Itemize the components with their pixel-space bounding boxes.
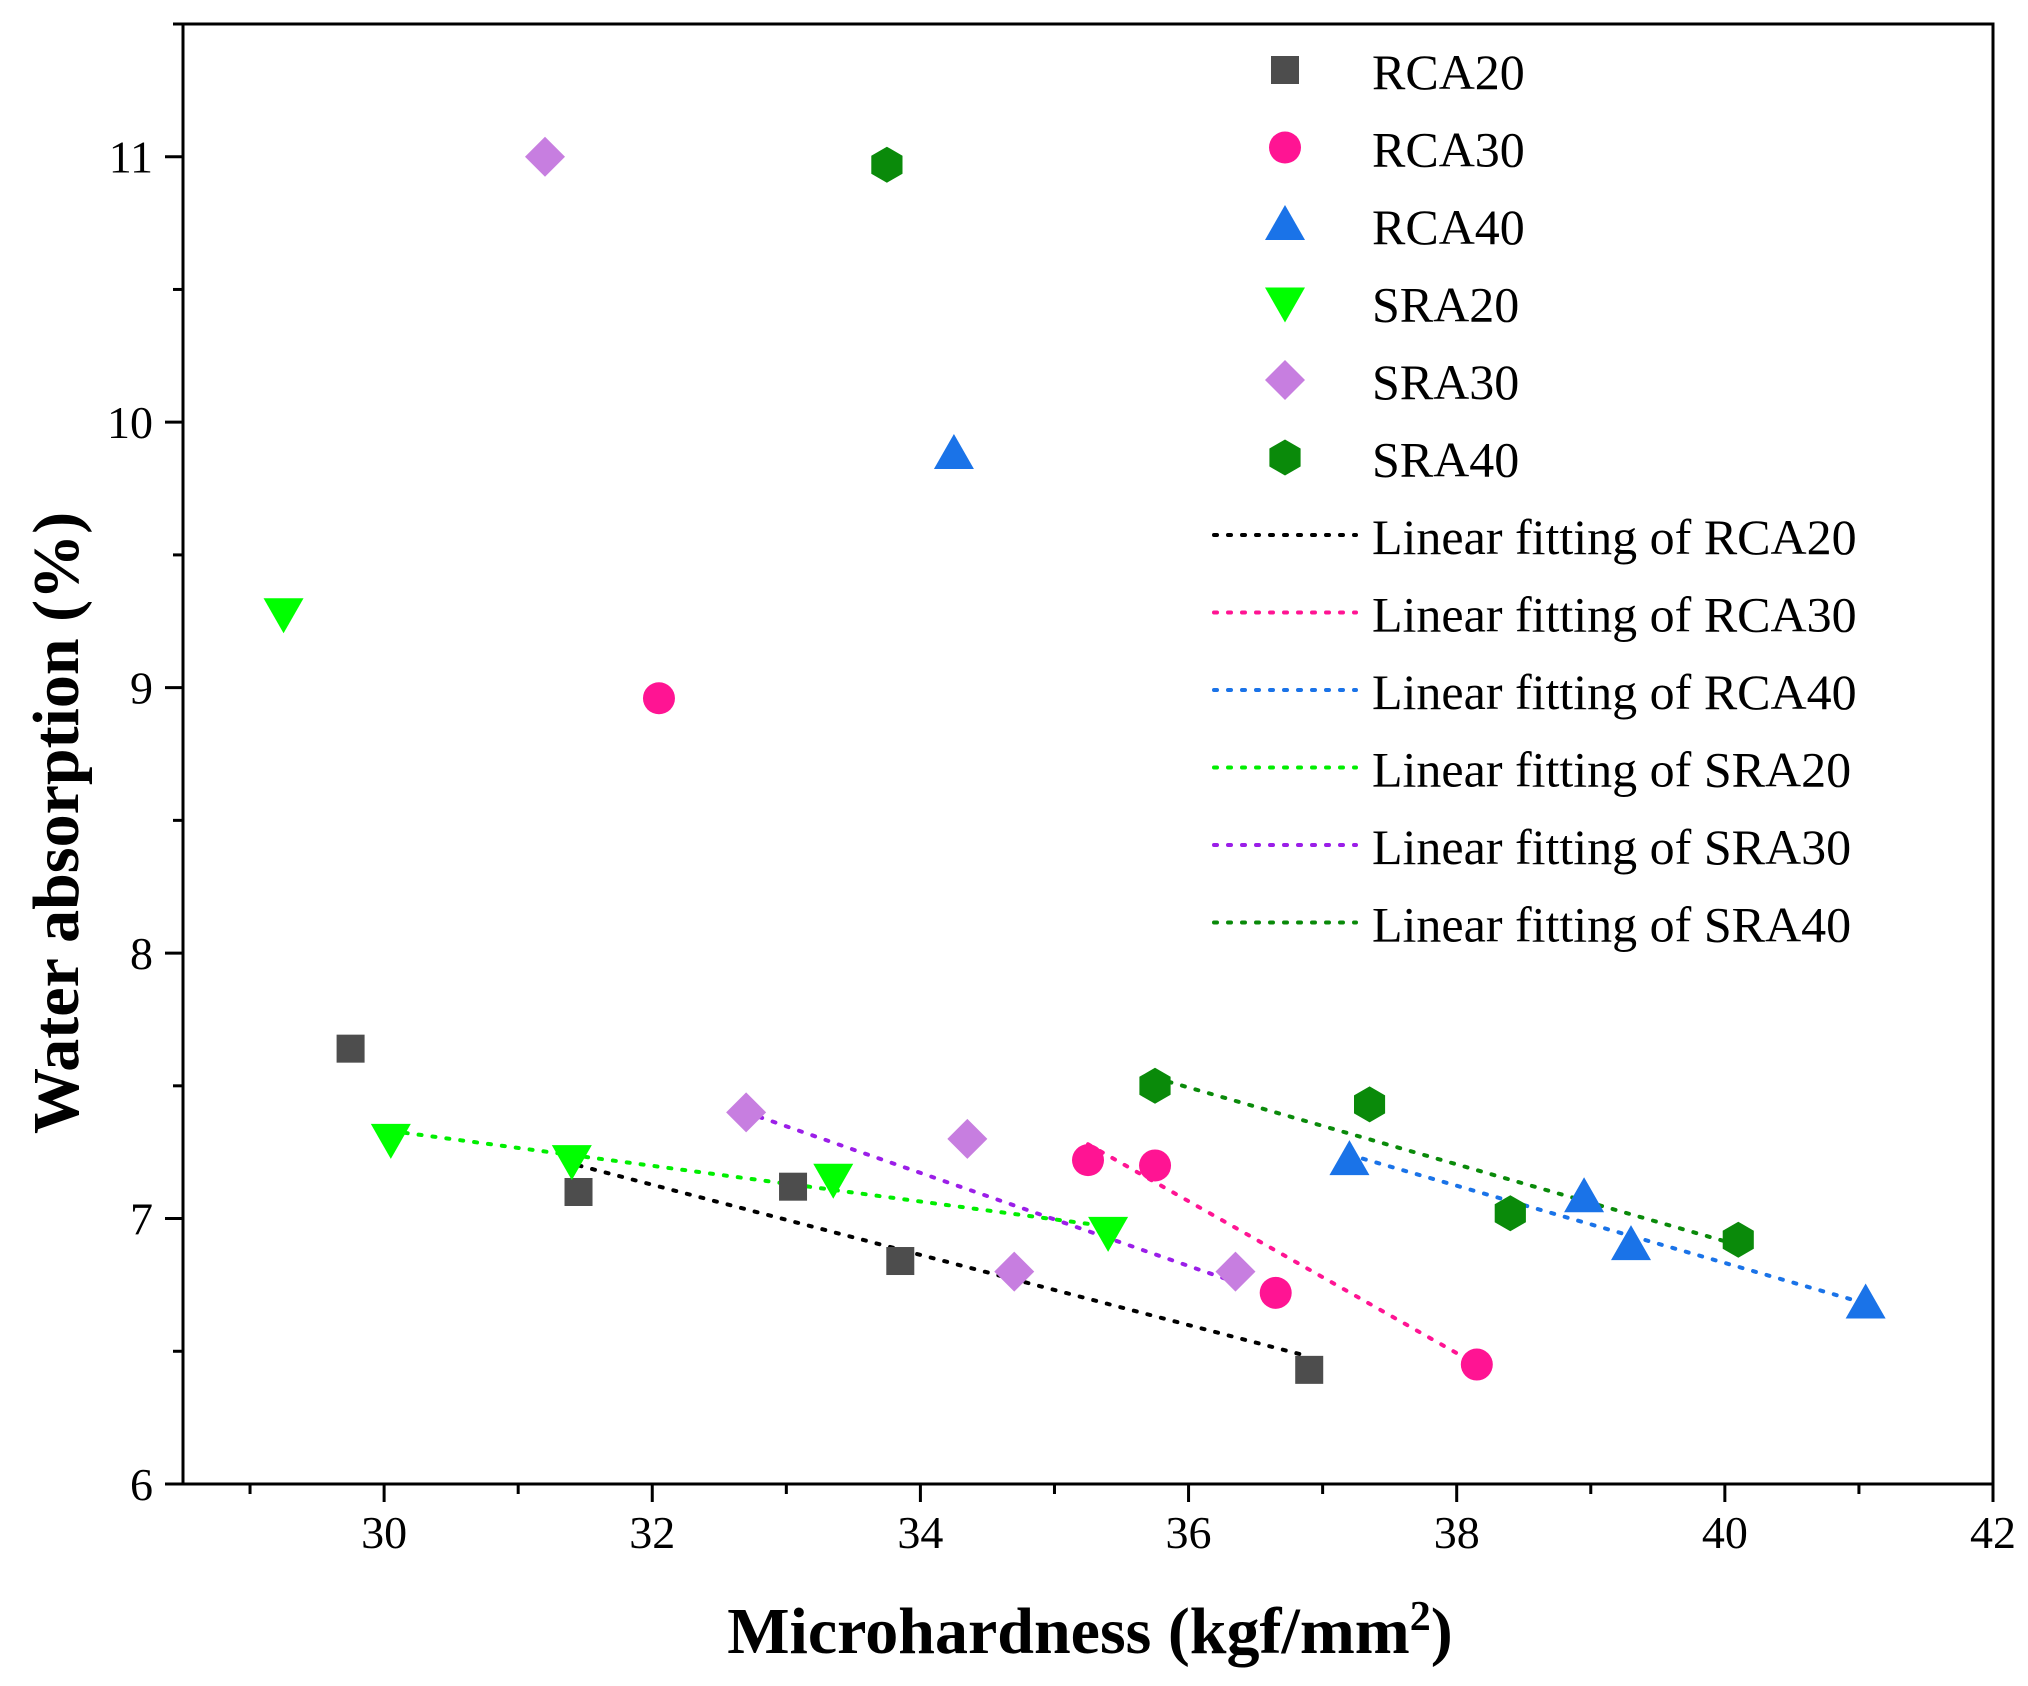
fit-line — [576, 1163, 1312, 1359]
data-point — [336, 1034, 365, 1063]
y-tick-label: 10 — [107, 397, 153, 448]
axis-ticks — [165, 22, 1995, 1502]
data-point — [726, 1092, 767, 1133]
legend: RCA20 RCA30 RCA40 SRA20 SRA30 SRA40 Linear fit… — [1212, 44, 1857, 953]
fit-line — [1153, 1075, 1741, 1248]
x-axis-title: Microhardness (kgf/mm2) — [727, 1594, 1453, 1668]
legend-label: Linear fitting of RCA20 — [1372, 509, 1857, 565]
y-tick-label: 6 — [130, 1459, 153, 1510]
legend-label: RCA20 — [1372, 44, 1525, 100]
data-point — [551, 1145, 592, 1181]
data-point — [1460, 1348, 1493, 1381]
data-point — [370, 1123, 411, 1159]
legend-marker — [1269, 439, 1301, 476]
legend-label: RCA40 — [1372, 199, 1525, 255]
y-tick-label: 9 — [130, 663, 153, 714]
x-tick-label: 32 — [629, 1507, 675, 1558]
data-point — [947, 1118, 988, 1159]
data-point — [886, 1247, 915, 1276]
fit-lines — [388, 1075, 1868, 1367]
legend-label: SRA20 — [1372, 277, 1519, 333]
data-point — [263, 598, 304, 634]
x-tick-label: 30 — [361, 1507, 407, 1558]
plot-frame — [181, 22, 1995, 1486]
data-point — [1215, 1251, 1256, 1292]
data-points — [263, 136, 1886, 1384]
data-point — [1139, 1149, 1172, 1182]
legend-marker — [1265, 360, 1305, 400]
data-point — [813, 1163, 854, 1199]
data-point — [525, 136, 565, 177]
x-tick-label: 36 — [1166, 1507, 1212, 1558]
data-point — [1354, 1086, 1386, 1123]
data-point — [1564, 1177, 1605, 1213]
x-tick-label: 34 — [897, 1507, 943, 1558]
legend-label: Linear fitting of SRA40 — [1372, 897, 1851, 953]
legend-label: SRA40 — [1372, 432, 1519, 488]
data-point — [1072, 1144, 1104, 1177]
fit-line — [388, 1128, 1111, 1229]
data-point — [871, 146, 903, 183]
x-tick-label: 38 — [1434, 1507, 1480, 1558]
data-point — [1722, 1221, 1754, 1258]
x-tick-label: 40 — [1702, 1507, 1748, 1558]
fit-line — [1347, 1152, 1868, 1306]
data-point — [1329, 1140, 1370, 1176]
legend-label: Linear fitting of RCA30 — [1372, 587, 1857, 643]
fit-line — [744, 1110, 1238, 1285]
data-point — [642, 682, 675, 715]
y-axis-title: Water absorption (%) — [20, 512, 93, 1134]
legend-marker — [1265, 205, 1305, 240]
data-point — [1494, 1195, 1526, 1232]
data-point — [994, 1251, 1035, 1292]
y-tick-label: 11 — [109, 132, 153, 183]
y-tick-labels: 6 7 8 9 10 11 — [107, 132, 153, 1510]
legend-label: RCA30 — [1372, 122, 1525, 178]
legend-marker — [1269, 131, 1301, 164]
legend-label: SRA30 — [1372, 354, 1519, 410]
data-point — [1139, 1067, 1171, 1104]
data-point — [779, 1172, 808, 1201]
legend-label: Linear fitting of SRA30 — [1372, 819, 1851, 875]
y-tick-label: 8 — [130, 928, 153, 979]
data-point — [1611, 1225, 1651, 1261]
legend-marker — [1265, 287, 1305, 323]
legend-marker — [1271, 56, 1299, 84]
x-axis-title-superscript: 2 — [1410, 1594, 1431, 1640]
x-tick-labels: 30 32 34 36 38 40 42 — [361, 1507, 2016, 1558]
data-point — [1259, 1276, 1292, 1309]
data-point — [1845, 1283, 1886, 1319]
y-tick-label: 7 — [130, 1194, 153, 1245]
legend-label: Linear fitting of SRA20 — [1372, 742, 1851, 798]
data-point — [564, 1178, 593, 1206]
data-point — [1295, 1355, 1324, 1384]
legend-label: Linear fitting of RCA40 — [1372, 664, 1857, 720]
data-point — [1088, 1216, 1129, 1252]
x-tick-label: 42 — [1970, 1507, 2016, 1558]
data-point — [933, 434, 974, 470]
